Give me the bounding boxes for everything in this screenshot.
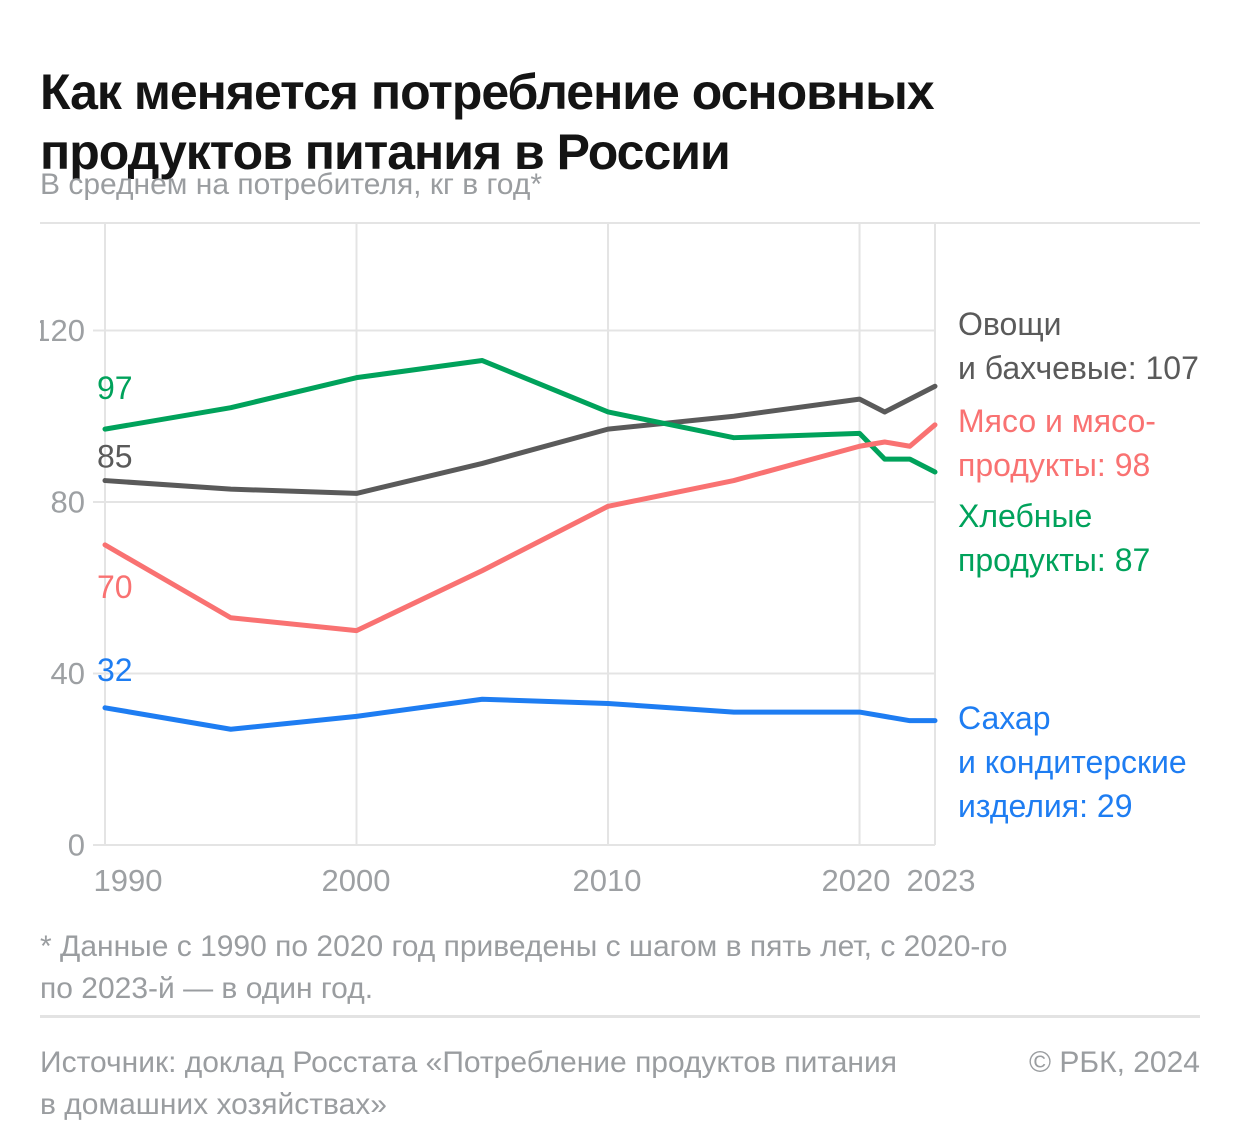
series-line-sugar xyxy=(102,696,938,732)
start-value-label-meat: 70 xyxy=(97,569,133,605)
x-tick-label: 2000 xyxy=(322,863,391,898)
footnote: * Данные с 1990 по 2020 год приведены с … xyxy=(40,930,1008,1005)
series-label-vegetables: Овощи и бахчевые: 107 xyxy=(958,306,1199,386)
x-tick-label: 2020 xyxy=(822,863,891,898)
series-line-meat xyxy=(102,422,938,634)
page-subtitle: В среднем на потребителя, кг в год* xyxy=(40,168,543,201)
x-tick-label: 2010 xyxy=(573,863,642,898)
series-label-meat: Мясо и мясо- продукты: 98 xyxy=(958,403,1156,483)
series-line-bread xyxy=(102,358,938,475)
start-value-label-vegetables: 85 xyxy=(97,439,133,475)
series-line-vegetables xyxy=(102,383,938,496)
y-tick-label: 0 xyxy=(68,828,85,863)
copyright: © РБК, 2024 xyxy=(1028,1046,1200,1079)
y-tick-label: 40 xyxy=(51,656,85,691)
divider-rule xyxy=(40,1015,1200,1018)
series-label-sugar: Сахар и кондитерские изделия: 29 xyxy=(958,700,1187,824)
source-credit: Источник: доклад Росстата «Потребление п… xyxy=(40,1046,898,1121)
y-tick-label: 80 xyxy=(51,485,85,520)
consumption-chart: 0 40 80 120 1990 2000 2010 2020 2023 85 70 97 32 xyxy=(40,222,1200,898)
series-label-bread: Хлебные продукты: 87 xyxy=(958,498,1151,578)
y-tick-label: 120 xyxy=(40,313,85,348)
start-value-label-bread: 97 xyxy=(97,370,133,406)
x-tick-label: 1990 xyxy=(94,863,163,898)
page-title: Как меняется потребление основных продук… xyxy=(40,63,935,180)
start-value-label-sugar: 32 xyxy=(97,652,133,688)
x-tick-label: 2023 xyxy=(907,863,976,898)
